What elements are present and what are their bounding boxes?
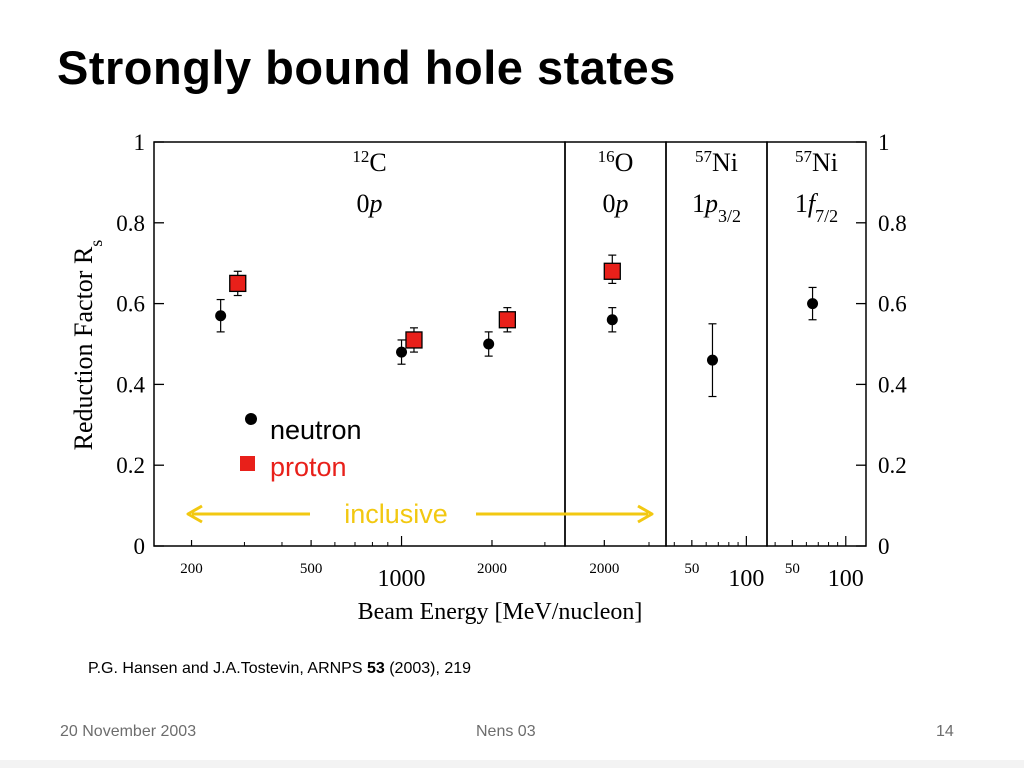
neutron-point [396,346,408,358]
panel-orbital-number: 1 [795,189,808,218]
neutron-point [483,338,495,350]
proton-point [405,331,423,349]
panel-nucleus-label: 16O [598,147,634,178]
panel-orbital-j: 7/2 [815,206,838,226]
x-tick-label: 50 [684,561,699,577]
inclusive-arrow-right-head [637,504,654,524]
legend-proton-marker [240,456,255,471]
slide-title: Strongly bound hole states [57,41,676,94]
y-tick-label-right: 0 [878,534,890,559]
panel-frame [766,141,867,547]
neutron-point [215,310,227,322]
panel-element-symbol: Ni [812,148,838,177]
panel-orbital-l: f [808,189,819,218]
y-tick-label-right: 0.2 [878,453,907,478]
y-tick-label-left: 0.8 [116,211,145,236]
panel-element-symbol: O [615,148,634,177]
panel-nucleus-label: 12C [352,147,386,178]
panel-element-symbol: C [369,148,386,177]
proton-point [603,262,621,280]
panel-element-symbol: Ni [712,148,738,177]
neutron-point [606,314,618,326]
inclusive-label: inclusive [344,499,448,529]
y-axis-label-subscript: s [86,240,106,247]
citation-authors: P.G. Hansen and J.A.Tostevin, ARNPS [88,660,367,677]
y-tick-label-left: 1 [134,130,146,155]
y-tick-label-right: 1 [878,130,890,155]
panel-nucleus-label: 57Ni [795,147,838,178]
panel-orbital-label: 0p [603,189,629,218]
inclusive-arrow-left-head [186,504,203,524]
y-axis-label-text: Reduction Factor R [69,246,98,450]
legend-neutron-marker [245,413,257,425]
legend-proton-label: proton [270,452,347,482]
panel-mass-number: 57 [795,147,813,166]
panel-orbital-l: p [614,189,629,218]
x-tick-label: 100 [728,566,764,592]
panel-orbital-l: p [703,189,718,218]
proton-point [229,274,247,293]
x-tick-label: 2000 [589,561,619,577]
x-tick-label: 2000 [477,561,507,577]
y-tick-label-left: 0.2 [116,453,145,478]
neutron-point [706,354,718,366]
y-tick-label-left: 0.4 [116,372,145,397]
panel-nucleus-label: 57Ni [695,147,738,178]
footer-date: 20 November 2003 [60,723,197,740]
y-tick-label-right: 0.8 [878,211,907,236]
x-tick-label: 500 [300,561,323,577]
citation: P.G. Hansen and J.A.Tostevin, ARNPS 53 (… [88,660,471,678]
x-axis-label: Beam Energy [MeV/nucleon] [358,599,643,625]
proton-point [498,311,516,329]
footer-event: Nens 03 [476,723,536,740]
y-tick-label-right: 0.4 [878,372,907,397]
x-tick-label: 1000 [378,566,426,592]
y-axis-label: Reduction Factor Rs [69,240,106,451]
panel-orbital-number: 0 [357,189,370,218]
panel-orbital-number: 0 [603,189,616,218]
x-tick-label: 200 [180,561,203,577]
panel-mass-number: 57 [695,147,713,166]
y-tick-label-left: 0 [134,534,146,559]
y-tick-label-left: 0.6 [116,292,145,317]
panel-orbital-j: 3/2 [718,206,741,226]
x-tick-label: 50 [785,561,800,577]
neutron-point [807,298,819,310]
citation-volume: 53 [366,660,385,677]
panel-orbital-label: 1f7/2 [795,189,838,226]
panel-orbital-l: p [368,189,383,218]
reduction-factor-chart: 0 0 0.2 0.2 0.4 0.4 0.6 0.6 0.8 0.8 1 1 Reduction Fa… [69,130,907,625]
panel-orbital-label: 0p [357,189,383,218]
legend-neutron-label: neutron [270,415,362,445]
panel-orbital-label: 1p3/2 [692,189,741,226]
panel-mass-number: 12 [352,147,369,166]
y-tick-label-right: 0.6 [878,292,907,317]
panel-orbital-number: 1 [692,189,705,218]
citation-year-page: (2003), 219 [384,660,472,677]
panel-mass-number: 16 [598,147,615,166]
footer-page-number: 14 [936,723,954,740]
x-tick-label: 100 [828,566,864,592]
footer-bar [0,760,1024,768]
